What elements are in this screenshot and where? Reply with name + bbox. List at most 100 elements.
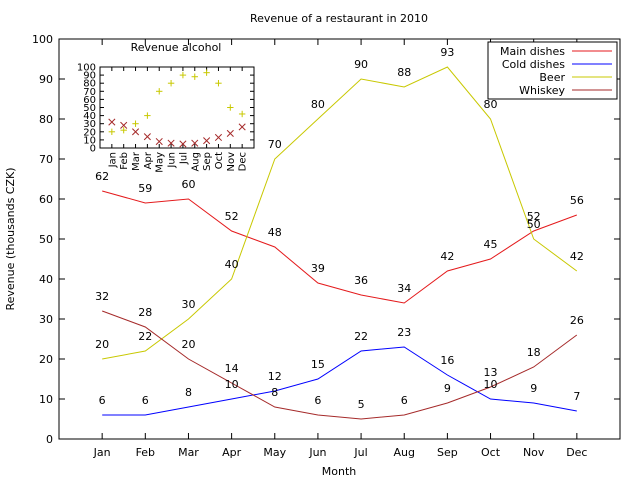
data-label-cold-dishes: 16	[440, 354, 454, 367]
data-label-whiskey: 8	[271, 386, 278, 399]
data-label-beer: 40	[225, 258, 239, 271]
x-tick-label: Mar	[178, 446, 199, 459]
data-label-whiskey: 32	[95, 290, 109, 303]
inset-point-whiskey	[120, 121, 128, 129]
legend-label-beer: Beer	[539, 71, 565, 84]
y-tick-label: 20	[39, 353, 53, 366]
inset-x-tick-label: Nov	[226, 152, 237, 172]
data-label-whiskey: 26	[570, 314, 584, 327]
series-line-beer	[102, 66, 578, 360]
inset-point-whiskey	[167, 139, 175, 147]
inset-point-whiskey	[108, 118, 116, 126]
x-tick-label: Aug	[393, 446, 414, 459]
x-tick-label: May	[263, 446, 286, 459]
y-tick-label: 30	[39, 313, 53, 326]
x-tick-label: Sep	[437, 446, 458, 459]
data-label-whiskey: 20	[181, 338, 195, 351]
inset-point-beer	[132, 120, 139, 127]
inset-y-tick-label: 30	[83, 119, 96, 130]
x-tick-label: Jan	[93, 446, 111, 459]
x-axis-label: Month	[322, 465, 357, 478]
data-label-beer: 20	[95, 338, 109, 351]
data-label-cold-dishes: 9	[530, 382, 537, 395]
y-tick-label: 0	[46, 433, 53, 446]
x-tick-label: Feb	[136, 446, 155, 459]
y-tick-label: 60	[39, 193, 53, 206]
inset-point-whiskey	[203, 137, 211, 145]
data-label-beer: 88	[397, 66, 411, 79]
data-label-cold-dishes: 15	[311, 358, 325, 371]
chart-title: Revenue of a restaurant in 2010	[250, 12, 428, 25]
data-label-cold-dishes: 6	[142, 394, 149, 407]
series-line-cold-dishes	[102, 346, 577, 416]
x-tick-label: Oct	[481, 446, 501, 459]
inset-y-tick-label: 70	[83, 87, 96, 98]
data-label-whiskey: 6	[314, 394, 321, 407]
inset-point-beer	[108, 128, 116, 135]
y-tick-label: 80	[39, 113, 53, 126]
y-tick-label: 90	[39, 73, 53, 86]
inset-point-whiskey	[238, 123, 246, 131]
data-label-cold-dishes: 22	[354, 330, 368, 343]
legend-label-whiskey: Whiskey	[519, 84, 565, 97]
data-label-beer: 80	[484, 98, 498, 111]
data-label-main-dishes: 52	[225, 210, 239, 223]
series-line-main-dishes	[102, 190, 577, 304]
inset-y-tick-label: 50	[83, 103, 96, 114]
series-line-whiskey	[102, 310, 578, 420]
inset-x-tick-label: Oct	[214, 152, 225, 169]
inset-title: Revenue alcohol	[131, 41, 222, 54]
data-label-whiskey: 5	[358, 398, 365, 411]
data-label-cold-dishes: 8	[185, 386, 192, 399]
data-label-beer: 90	[354, 58, 368, 71]
inset-point-whiskey	[191, 139, 199, 147]
inset-x-tick-label: Jul	[178, 152, 189, 165]
data-label-main-dishes: 59	[138, 182, 152, 195]
x-tick-label: Nov	[523, 446, 545, 459]
inset-point-whiskey	[179, 140, 187, 148]
inset-x-tick-label: Jun	[167, 152, 178, 169]
data-label-main-dishes: 56	[570, 194, 584, 207]
inset-x-tick-label: Aug	[190, 152, 201, 172]
inset-x-tick-label: Sep	[202, 152, 213, 171]
data-label-whiskey: 14	[225, 362, 239, 375]
inset-point-beer	[167, 80, 175, 87]
inset-y-tick-label: 100	[77, 63, 96, 74]
y-tick-label: 70	[39, 153, 53, 166]
data-label-whiskey: 6	[401, 394, 408, 407]
y-tick-label: 100	[32, 33, 53, 46]
inset-y-tick-label: 40	[83, 111, 96, 122]
data-label-main-dishes: 39	[311, 262, 325, 275]
data-label-beer: 70	[268, 138, 282, 151]
inset-y-tick-label: 10	[83, 135, 96, 146]
data-label-whiskey: 9	[444, 382, 451, 395]
inset-point-whiskey	[214, 133, 223, 142]
data-label-main-dishes: 42	[440, 250, 454, 263]
data-label-beer: 93	[440, 46, 454, 59]
data-label-whiskey: 13	[484, 366, 498, 379]
x-tick-label: Jul	[353, 446, 367, 459]
data-label-beer: 22	[138, 330, 152, 343]
legend-label-main-dishes: Main dishes	[500, 45, 565, 58]
data-label-main-dishes: 45	[484, 238, 498, 251]
inset-y-tick-label: 0	[90, 144, 96, 155]
inset-point-beer	[120, 126, 127, 134]
inset-x-tick-label: Mar	[131, 151, 142, 171]
y-tick-label: 50	[39, 233, 53, 246]
data-label-whiskey: 28	[138, 306, 152, 319]
data-label-beer: 42	[570, 250, 584, 263]
x-tick-label: Jun	[308, 446, 326, 459]
y-axis-label: Revenue (thousands CZK)	[4, 167, 17, 310]
inset-point-beer	[227, 104, 234, 111]
inset-y-tick-label: 90	[83, 71, 96, 82]
x-tick-label: Dec	[566, 446, 587, 459]
inset-point-whiskey	[226, 129, 234, 137]
legend-label-cold-dishes: Cold dishes	[502, 58, 565, 71]
inset-x-tick-label: Apr	[143, 151, 154, 169]
inset-y-tick-label: 80	[83, 79, 96, 90]
data-label-cold-dishes: 6	[99, 394, 106, 407]
